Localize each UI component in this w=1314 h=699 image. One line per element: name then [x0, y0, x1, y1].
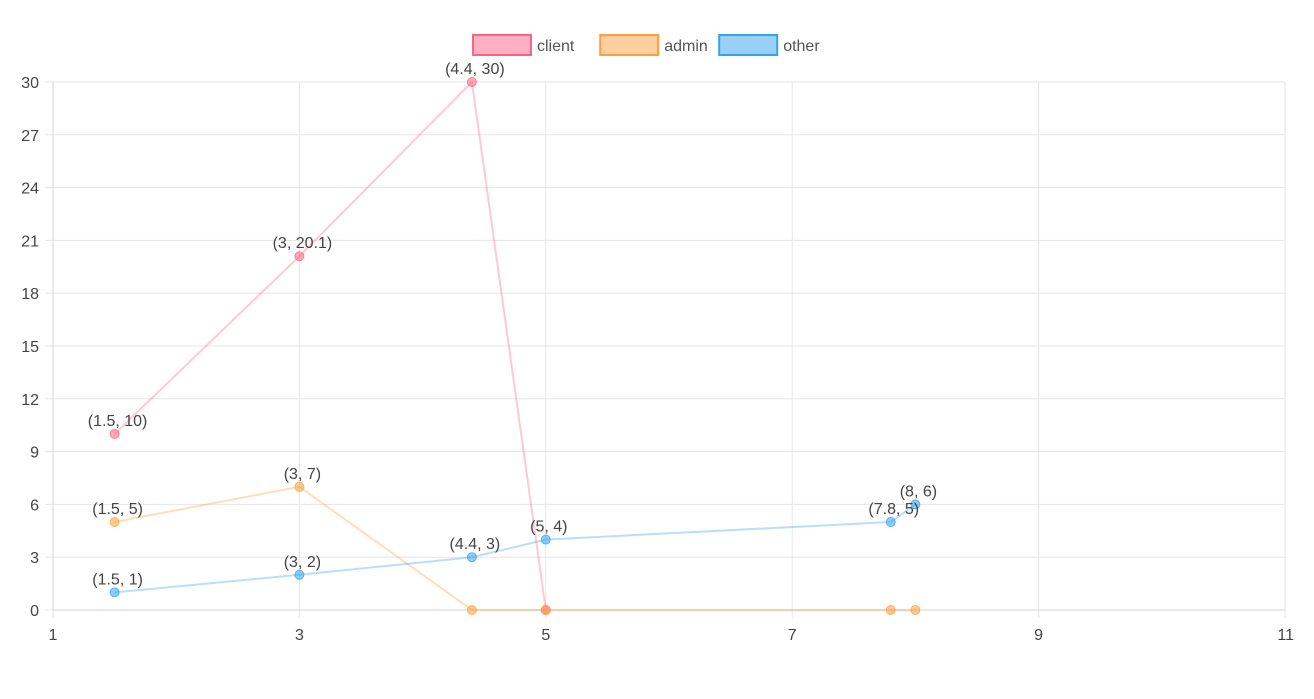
legend-item-client[interactable]: client	[472, 34, 575, 56]
data-point-other[interactable]	[540, 534, 551, 545]
data-point-other[interactable]	[466, 552, 477, 563]
data-label-client: (4.4, 30)	[445, 61, 505, 78]
data-label-other: (3, 2)	[284, 554, 321, 571]
x-tick-label: 9	[1034, 627, 1043, 644]
y-tick-label: 24	[21, 181, 39, 198]
y-tick-label: 30	[21, 75, 39, 92]
legend-swatch[interactable]	[472, 34, 532, 56]
data-point-other[interactable]	[910, 499, 921, 510]
series-line-admin	[114, 485, 916, 611]
y-tick-label: 27	[21, 128, 39, 145]
legend-label[interactable]: client	[537, 38, 575, 55]
data-label-other: (4.4, 3)	[450, 536, 501, 553]
data-point-admin[interactable]	[910, 605, 921, 615]
y-tick-label: 0	[30, 603, 39, 620]
data-point-admin[interactable]	[294, 481, 305, 492]
data-point-other[interactable]	[109, 587, 120, 598]
y-axis: 0 3 6 9 12 15 18 21 24 27 30	[21, 75, 54, 620]
legend[interactable]: client admin other	[472, 34, 820, 56]
data-point-admin[interactable]	[540, 605, 551, 615]
point-labels: (1.5, 10) (3, 20.1) (4.4, 30) (1.5, 5) (3, 7…	[88, 61, 937, 588]
data-label-other: (7.8, 5)	[868, 501, 919, 518]
legend-swatch[interactable]	[718, 34, 779, 56]
legend-label[interactable]: other	[783, 38, 820, 55]
data-label-other: (1.5, 1)	[92, 571, 143, 588]
data-label-other: (8, 6)	[900, 483, 937, 500]
legend-label[interactable]: admin	[664, 38, 708, 55]
x-tick-label: 5	[541, 627, 550, 644]
series-line-other	[114, 503, 916, 594]
data-point-client[interactable]	[294, 251, 305, 262]
x-axis: 1 3 5 7 9 11	[49, 609, 1294, 644]
x-tick-label: 3	[295, 627, 304, 644]
y-tick-label: 18	[21, 286, 39, 303]
y-tick-label: 21	[21, 233, 39, 250]
grid-lines	[52, 81, 1286, 611]
data-label-client: (3, 20.1)	[273, 235, 333, 252]
data-label-admin: (3, 7)	[284, 466, 321, 483]
series-line-client	[113, 79, 547, 611]
y-tick-label: 9	[30, 445, 39, 462]
data-point-other[interactable]	[885, 517, 896, 527]
data-label-admin: (1.5, 5)	[92, 501, 143, 518]
data-label-client: (1.5, 10)	[88, 413, 148, 430]
y-tick-label: 12	[21, 392, 39, 409]
y-tick-label: 3	[30, 550, 39, 567]
legend-item-admin[interactable]: admin	[599, 34, 708, 56]
data-point-admin[interactable]	[109, 517, 120, 527]
data-label-other: (5, 4)	[530, 519, 567, 536]
x-tick-label: 11	[1277, 627, 1294, 644]
legend-item-other[interactable]: other	[718, 34, 820, 56]
data-point-admin[interactable]	[885, 605, 896, 615]
data-point-client[interactable]	[109, 429, 120, 439]
series-points	[109, 77, 921, 615]
x-tick-label: 1	[49, 627, 58, 644]
legend-swatch[interactable]	[599, 34, 660, 56]
data-point-admin[interactable]	[466, 605, 477, 615]
y-tick-label: 6	[30, 497, 39, 514]
data-point-other[interactable]	[294, 569, 305, 580]
data-point-client[interactable]	[466, 77, 477, 87]
x-tick-label: 7	[788, 627, 797, 644]
y-tick-label: 15	[21, 339, 39, 356]
